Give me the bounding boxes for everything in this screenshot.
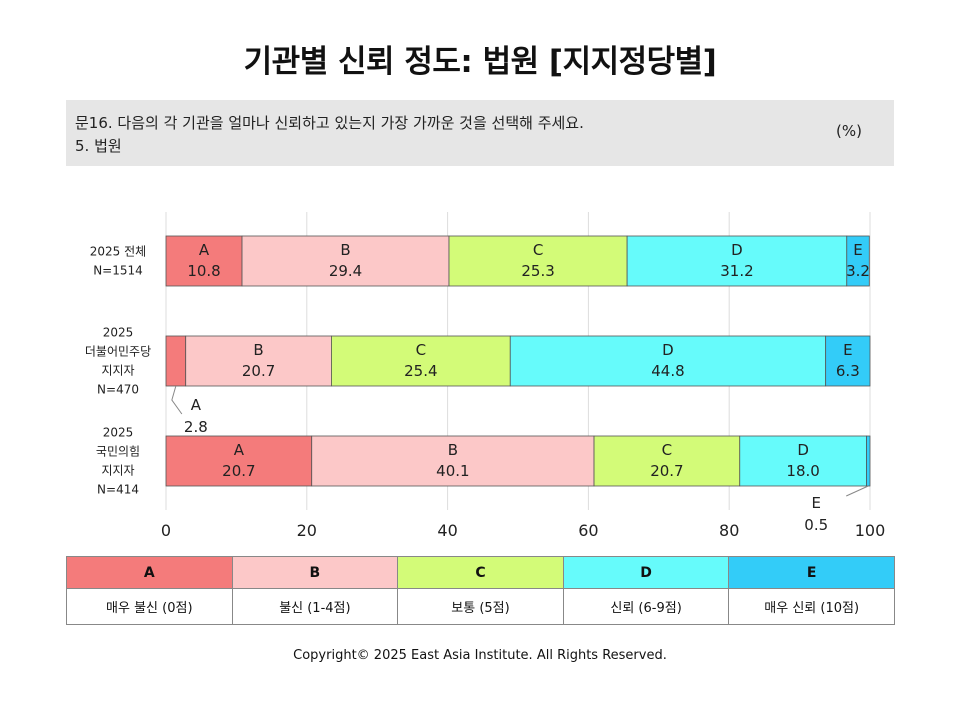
segment-series-label: A xyxy=(191,396,202,414)
bar-segment xyxy=(739,435,867,487)
bar-segment xyxy=(165,335,187,387)
x-tick-label: 60 xyxy=(578,521,598,540)
data-label: 44.8 xyxy=(651,362,684,380)
bar-segment xyxy=(165,235,243,287)
category-label: 지지자 xyxy=(101,464,134,478)
bar-segment xyxy=(241,235,450,287)
data-label: 29.4 xyxy=(329,262,362,280)
x-tick-label: 0 xyxy=(161,521,171,540)
data-label: 20.7 xyxy=(650,462,683,480)
segment-series-label: D xyxy=(662,341,674,359)
legend-desc-b: 불신 (1-4점) xyxy=(231,588,399,625)
bar-segment xyxy=(593,435,741,487)
segment-series-label: A xyxy=(234,441,245,459)
segment-series-label: E xyxy=(811,494,820,512)
data-label: 31.2 xyxy=(720,262,753,280)
segment-series-label: B xyxy=(253,341,263,359)
legend-key-e: E xyxy=(728,556,895,589)
segment-series-label: C xyxy=(533,241,543,259)
data-label: 25.4 xyxy=(404,362,437,380)
legend-desc-a: 매우 불신 (0점) xyxy=(66,588,233,625)
bar-segment xyxy=(509,335,827,387)
data-label: 0.5 xyxy=(804,516,828,534)
category-label: N=470 xyxy=(97,383,139,397)
category-label: 2025 전체 xyxy=(90,245,146,259)
legend-key-d: D xyxy=(562,556,730,589)
unit-label: (%) xyxy=(836,122,862,140)
legend-table: A B C D E 매우 불신 (0점) 불신 (1-4점) 보통 (5점) 신… xyxy=(66,556,895,625)
bar-segment xyxy=(331,335,511,387)
segment-series-label: E xyxy=(843,341,852,359)
category-label: 지지자 xyxy=(101,364,134,378)
copyright-text: Copyright© 2025 East Asia Institute. All… xyxy=(293,648,667,663)
legend-desc-c: 보통 (5점) xyxy=(397,588,564,625)
data-label: 3.2 xyxy=(846,262,870,280)
data-label: 6.3 xyxy=(836,362,860,380)
category-label: N=414 xyxy=(97,483,139,497)
category-label: 더불어민주당 xyxy=(85,345,151,359)
data-label: 25.3 xyxy=(521,262,554,280)
category-label: N=1514 xyxy=(93,264,143,278)
legend-key-a: A xyxy=(66,556,233,589)
bar-segment xyxy=(448,235,628,287)
data-label: 10.8 xyxy=(187,262,220,280)
category-label: 2025 xyxy=(103,326,134,340)
x-tick-label: 100 xyxy=(855,521,886,540)
bar-segment xyxy=(165,435,313,487)
segment-series-label: D xyxy=(731,241,743,259)
bar-segment xyxy=(846,235,870,287)
legend-key-c: C xyxy=(397,556,564,589)
category-label: 2025 xyxy=(103,426,134,440)
question-box: 문16. 다음의 각 기관을 얼마나 신뢰하고 있는지 가장 가까운 것을 선택… xyxy=(66,100,894,166)
segment-series-label: D xyxy=(797,441,809,459)
bar-segment xyxy=(311,435,595,487)
page-title: 기관별 신뢰 정도: 법원 [지지정당별] xyxy=(243,44,717,80)
segment-series-label: E xyxy=(853,241,862,259)
bar-segment xyxy=(866,435,871,487)
data-label: 2.8 xyxy=(184,418,208,436)
x-tick-label: 40 xyxy=(437,521,457,540)
question-text: 문16. 다음의 각 기관을 얼마나 신뢰하고 있는지 가장 가까운 것을 선택… xyxy=(75,114,584,132)
data-label: 20.7 xyxy=(242,362,275,380)
legend-key-b: B xyxy=(231,556,399,589)
segment-series-label: C xyxy=(416,341,426,359)
segment-series-label: B xyxy=(340,241,350,259)
segment-series-label: C xyxy=(662,441,672,459)
bar-segment xyxy=(185,335,332,387)
callout-line xyxy=(846,485,869,497)
segment-series-label: A xyxy=(199,241,210,259)
x-tick-label: 80 xyxy=(719,521,739,540)
data-label: 18.0 xyxy=(786,462,819,480)
legend-desc-d: 신뢰 (6-9점) xyxy=(562,588,730,625)
category-label: 국민의힘 xyxy=(96,445,140,459)
data-label: 40.1 xyxy=(436,462,469,480)
question-item: 5. 법원 xyxy=(75,137,122,155)
segment-series-label: B xyxy=(448,441,458,459)
callout-line xyxy=(171,385,183,415)
bar-segment xyxy=(626,235,848,287)
x-tick-label: 20 xyxy=(297,521,317,540)
legend-desc-e: 매우 신뢰 (10점) xyxy=(728,588,895,625)
bar-segment xyxy=(825,335,871,387)
data-label: 20.7 xyxy=(222,462,255,480)
